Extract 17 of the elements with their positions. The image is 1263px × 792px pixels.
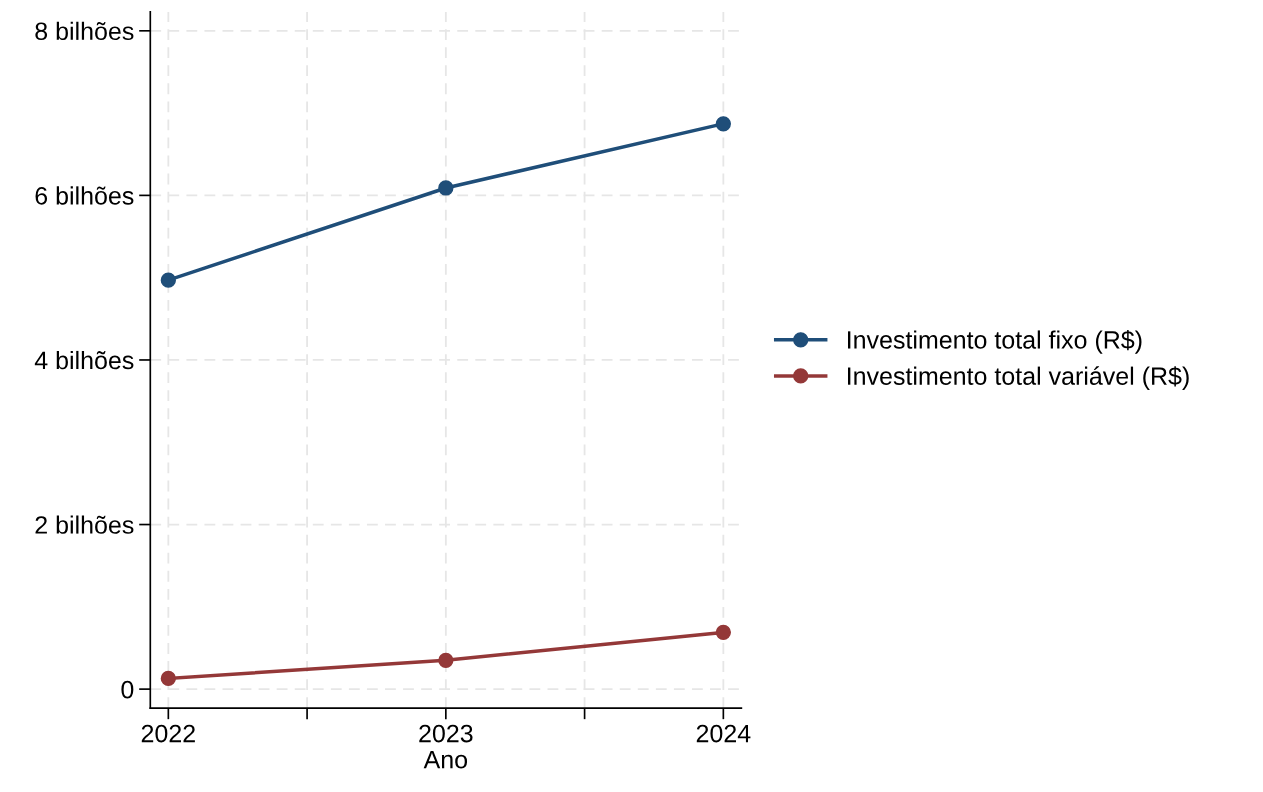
point: [715, 116, 731, 132]
legend-label: Investimento total variável (R$): [848, 366, 1189, 390]
x-tick-label: 2024: [696, 724, 751, 743]
y-tick-label: 2 bilhões: [35, 515, 134, 534]
y-tick-label: 6 bilhões: [35, 186, 134, 205]
y-tick-label: 0: [121, 680, 134, 699]
x-axis-title: Ano: [423, 751, 468, 769]
x-tick-label: 2022: [141, 724, 195, 743]
legend-label: Investimento total fixo (R$): [848, 330, 1142, 354]
point: [438, 180, 454, 196]
point: [715, 624, 731, 640]
y-tick-label: 4 bilhões: [34, 350, 134, 370]
point: [438, 652, 454, 668]
y-tick-label: 8 bilhões: [35, 21, 134, 41]
point: [160, 272, 176, 288]
point: [160, 670, 176, 687]
x-tick-label: 2023: [419, 724, 473, 743]
